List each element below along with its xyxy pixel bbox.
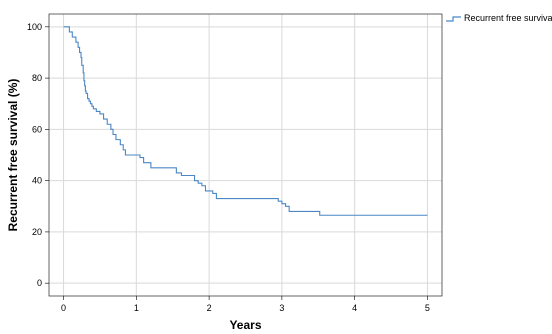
plot-frame [48,13,443,297]
y-tick-label: 80 [32,73,42,83]
y-tick-label: 60 [32,124,42,134]
y-axis-title: Recurrent free survival (%) [6,79,20,232]
series-layer [63,26,428,216]
y-tick-label: 0 [37,278,42,288]
x-tick-label: 5 [425,303,430,313]
x-tick-label: 0 [61,303,66,313]
gridlines [49,14,442,296]
y-tick-label: 20 [32,227,42,237]
x-axis-ticks: 0 1 2 3 4 5 [61,296,430,313]
legend-label: Recurrent free surviva [464,13,552,23]
x-tick-label: 3 [279,303,284,313]
y-tick-label: 40 [32,176,42,186]
y-axis-ticks: 0 20 40 60 80 100 [27,22,49,288]
x-axis-title: Years [229,318,261,332]
y-tick-label: 100 [27,22,42,32]
x-tick-label: 2 [207,303,212,313]
legend: Recurrent free surviva [446,13,552,23]
x-tick-label: 1 [134,303,139,313]
legend-swatch [446,16,461,22]
survival-step-line [63,26,428,216]
x-tick-label: 4 [352,303,357,313]
